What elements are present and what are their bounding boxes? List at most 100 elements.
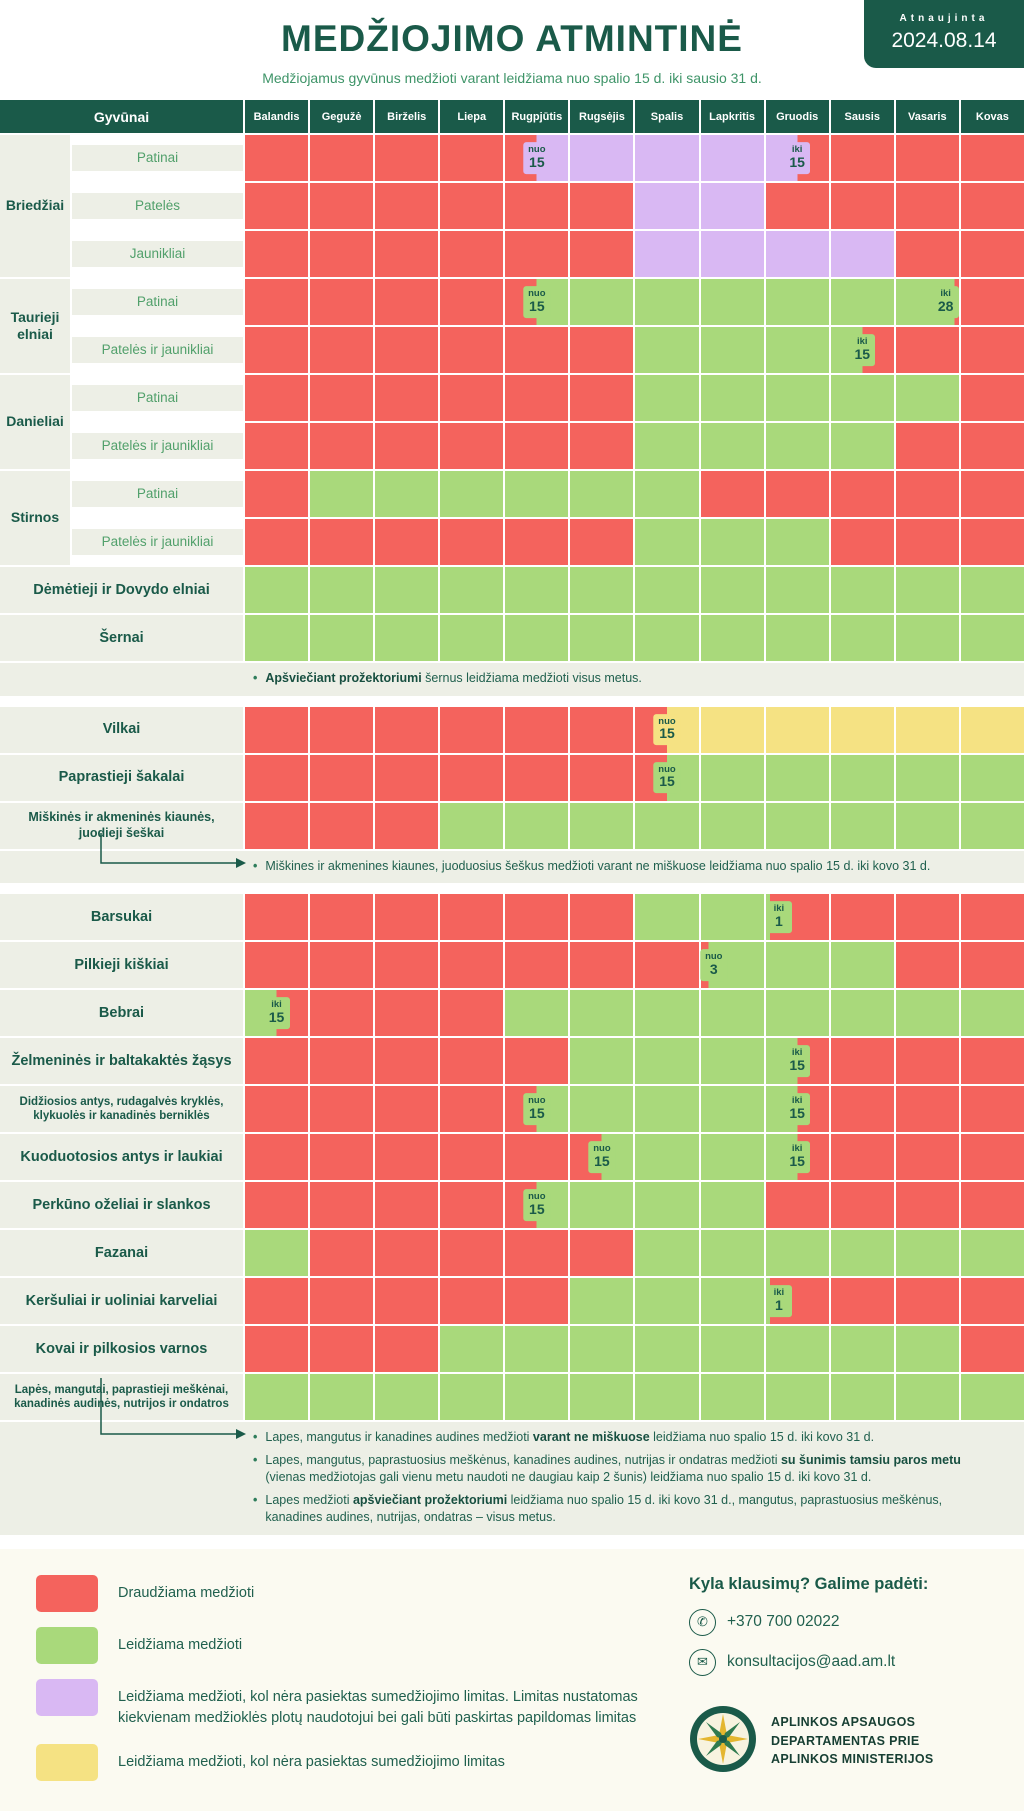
season-cell	[310, 1038, 374, 1084]
date-badge: iki 1	[765, 1285, 792, 1317]
season-cell	[440, 231, 504, 277]
season-cell	[570, 1038, 634, 1084]
season-row: Patinai nuo 15 iki 28	[72, 279, 1024, 325]
season-cell	[960, 1374, 1024, 1420]
season-cell	[765, 519, 829, 565]
season-cell	[960, 942, 1024, 988]
email-address[interactable]: konsultacijos@aad.am.lt	[727, 1653, 896, 1670]
season-cell	[310, 990, 374, 1036]
rows: Lapės, mangutai, paprastieji meškėnai, k…	[0, 1374, 1024, 1420]
season-cell	[830, 754, 894, 801]
season-row: Patelės ir jaunikliai	[72, 519, 1024, 565]
note-text: Apšviečiant prožektoriumi šernus leidžia…	[265, 671, 642, 685]
season-cell	[245, 375, 309, 421]
season-cell	[570, 802, 634, 849]
season-cell	[245, 231, 309, 277]
phone-number[interactable]: +370 700 02022	[727, 1613, 840, 1630]
corner-header: Gyvūnai	[0, 100, 243, 133]
bullet-dot: •	[253, 1430, 258, 1444]
season-cell	[570, 1182, 634, 1228]
season-cell	[960, 1038, 1024, 1084]
animal-label: Perkūno oželiai ir slankos	[0, 1182, 243, 1228]
season-row: Šernai	[0, 615, 1024, 661]
rows: Patinai nuo 15 iki 28 Patelės ir jaunikliai ik…	[72, 279, 1024, 373]
season-row: Patinai	[72, 471, 1024, 517]
season-cell	[505, 894, 569, 940]
table-body: Briedžiai Patinai nuo 15 iki 15 Patelės Jaunikl…	[0, 135, 1024, 1535]
month-header-cell: Gegužė	[310, 100, 374, 133]
month-header-cell: Sausis	[830, 100, 894, 133]
season-cell: iki 1	[765, 894, 829, 940]
season-cell	[440, 1374, 504, 1420]
season-cell	[375, 1326, 439, 1372]
date-badge: iki 15	[784, 142, 811, 174]
season-cell: iki 28	[895, 279, 959, 325]
badge-word: iki	[940, 288, 951, 300]
season-cell	[700, 1134, 764, 1180]
season-cell	[635, 1182, 699, 1228]
season-row: Keršuliai ir uoliniai karveliai iki 1	[0, 1278, 1024, 1324]
season-cell	[960, 1326, 1024, 1372]
season-cell	[310, 519, 374, 565]
season-cell	[635, 802, 699, 849]
note-bullet: • Lapes, mangutus, paprastuosius meškėnus…	[253, 1452, 993, 1487]
season-cell	[700, 519, 764, 565]
season-cell	[310, 231, 374, 277]
bullet-dot: •	[253, 671, 258, 685]
legend-item: Leidžiama medžioti	[36, 1626, 689, 1664]
season-cell	[635, 615, 699, 661]
phone-icon: ✆	[689, 1608, 716, 1636]
email-icon: ✉	[689, 1648, 716, 1676]
date-badge: iki 15	[784, 1093, 811, 1125]
season-row: Paprastieji šakalai nuo 15	[0, 754, 1024, 801]
badge-day: 1	[774, 913, 783, 930]
season-cell	[765, 1374, 829, 1420]
season-row: Patinai	[72, 375, 1024, 421]
legend-swatch	[36, 1574, 98, 1612]
season-cell	[700, 1374, 764, 1420]
badge-word: iki	[791, 1143, 803, 1155]
season-cell	[570, 183, 634, 229]
season-cell	[505, 519, 569, 565]
table-section: Briedžiai Patinai nuo 15 iki 15 Patelės Jaunikl…	[0, 135, 1024, 696]
season-cell	[245, 706, 309, 753]
rows: Pilkieji kiškiai nuo 3	[0, 942, 1024, 988]
season-cell	[700, 894, 764, 940]
phone-row[interactable]: ✆ +370 700 02022	[689, 1608, 990, 1636]
season-cell	[440, 1230, 504, 1276]
season-cell	[245, 423, 309, 469]
date-badge: nuo 15	[523, 1093, 551, 1125]
animal-label: Paprastieji šakalai	[0, 754, 243, 801]
season-cell	[960, 1230, 1024, 1276]
season-cell	[895, 375, 959, 421]
season-cell	[505, 375, 569, 421]
animal-label: Miškinės ir akmeninės kiaunės, juodieji …	[0, 802, 243, 849]
season-cell	[570, 894, 634, 940]
contact-heading: Kyla klausimų? Galime padėti:	[689, 1574, 929, 1593]
season-cell	[635, 990, 699, 1036]
season-cell	[700, 706, 764, 753]
season-cell	[570, 1278, 634, 1324]
season-cell	[570, 423, 634, 469]
badge-word: nuo	[705, 951, 723, 963]
animal-block: Pilkieji kiškiai nuo 3	[0, 942, 1024, 988]
date-badge: nuo 15	[653, 761, 681, 794]
badge-word: nuo	[593, 1143, 611, 1155]
season-cell	[570, 942, 634, 988]
animal-group-label: Briedžiai	[0, 135, 70, 277]
season-cell	[375, 802, 439, 849]
season-cell	[895, 1230, 959, 1276]
season-cell	[310, 567, 374, 613]
rows: Barsukai iki 1	[0, 894, 1024, 940]
season-cell	[245, 1230, 309, 1276]
bullet-dot: •	[253, 1452, 258, 1467]
season-cell	[310, 1278, 374, 1324]
season-cell	[960, 1086, 1024, 1132]
season-cell	[375, 423, 439, 469]
badge-day: 15	[529, 154, 545, 171]
email-row[interactable]: ✉ konsultacijos@aad.am.lt	[689, 1648, 990, 1676]
season-cell	[440, 1278, 504, 1324]
org-logo-icon	[689, 1705, 757, 1778]
legend-label: Leidžiama medžioti	[118, 1636, 243, 1653]
